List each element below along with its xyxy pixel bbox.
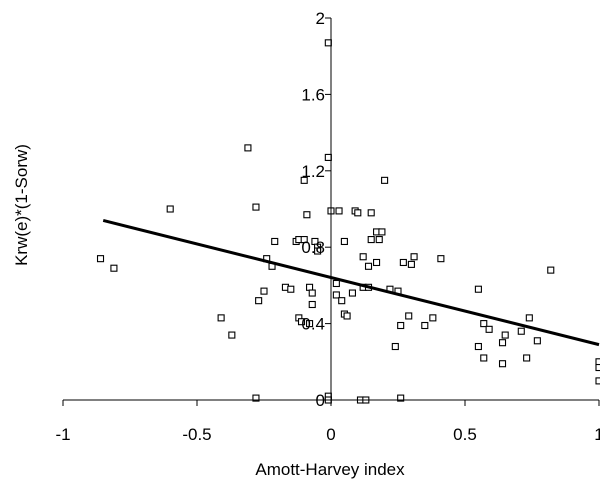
y-tick-label: 0.4 — [301, 315, 325, 334]
data-point — [324, 153, 332, 161]
y-tick-label: 2 — [316, 9, 325, 28]
data-point — [364, 262, 373, 270]
data-point — [407, 260, 415, 268]
data-point — [533, 337, 541, 345]
data-point — [480, 320, 488, 328]
data-point — [501, 331, 509, 339]
data-point — [308, 289, 316, 297]
data-point — [335, 207, 343, 215]
data-point — [523, 354, 531, 362]
data-point — [244, 144, 252, 152]
data-point — [306, 283, 314, 291]
data-point — [480, 354, 488, 362]
data-point — [255, 297, 263, 305]
data-point — [410, 253, 418, 261]
data-point — [303, 211, 311, 219]
data-point — [391, 342, 399, 351]
data-point — [399, 258, 407, 267]
data-point — [397, 321, 405, 330]
data-point — [252, 394, 260, 402]
data-point — [359, 253, 367, 261]
data-point — [287, 285, 295, 293]
data-point — [517, 327, 525, 335]
y-tick-label: 0 — [316, 391, 325, 410]
data-point — [547, 266, 555, 274]
data-point — [348, 289, 356, 297]
data-point — [354, 209, 362, 217]
data-point — [300, 176, 308, 184]
data-point — [110, 264, 118, 272]
x-tick-label: -0.5 — [182, 425, 211, 444]
data-point — [367, 236, 375, 244]
data-point — [306, 320, 314, 328]
y-tick-label: 0.8 — [301, 238, 325, 257]
data-point — [474, 285, 482, 293]
data-point — [297, 318, 306, 326]
y-tick-label: 1.2 — [301, 162, 325, 181]
data-point — [338, 297, 346, 305]
data-point — [421, 321, 429, 330]
data-point — [271, 237, 279, 246]
data-point — [595, 358, 600, 366]
data-point — [405, 312, 413, 320]
data-point — [485, 325, 493, 333]
data-point — [332, 279, 340, 288]
data-point — [343, 312, 351, 320]
data-point — [340, 237, 348, 246]
data-point — [373, 258, 381, 267]
data-point — [96, 255, 105, 263]
data-point — [217, 314, 225, 322]
data-point — [437, 255, 445, 263]
data-point — [260, 287, 268, 295]
y-axis-title: Krw(e)*(1-Sorw) — [12, 144, 31, 266]
data-point — [474, 342, 482, 351]
data-point — [300, 236, 308, 244]
data-point — [367, 209, 375, 217]
data-point — [595, 377, 600, 385]
data-point — [308, 300, 316, 309]
trend-line — [102, 219, 600, 347]
data-point — [429, 314, 437, 322]
data-point — [381, 176, 389, 184]
data-point — [498, 339, 507, 347]
x-axis-title: Amott-Harvey index — [255, 460, 405, 479]
y-axis-ticks: 0 0.4 0.8 1.2 1.6 2 — [301, 9, 331, 410]
x-axis-ticks: -1 -0.5 0 0.5 1 — [55, 400, 600, 444]
data-point — [525, 314, 533, 322]
x-tick-label: 0 — [326, 425, 335, 444]
data-point — [498, 360, 507, 368]
data-point — [595, 363, 600, 372]
y-tick-label: 1.6 — [301, 85, 325, 104]
data-point — [314, 247, 322, 255]
data-points — [96, 39, 600, 404]
data-point — [378, 228, 386, 236]
x-tick-label: -1 — [55, 425, 70, 444]
data-point — [228, 331, 236, 339]
data-point — [324, 39, 332, 47]
data-point — [375, 236, 383, 244]
data-point — [332, 291, 340, 299]
data-point — [166, 205, 174, 213]
x-tick-label: 0.5 — [453, 425, 477, 444]
data-point — [397, 394, 405, 402]
x-tick-label: 1 — [594, 425, 600, 444]
data-point — [252, 203, 260, 211]
